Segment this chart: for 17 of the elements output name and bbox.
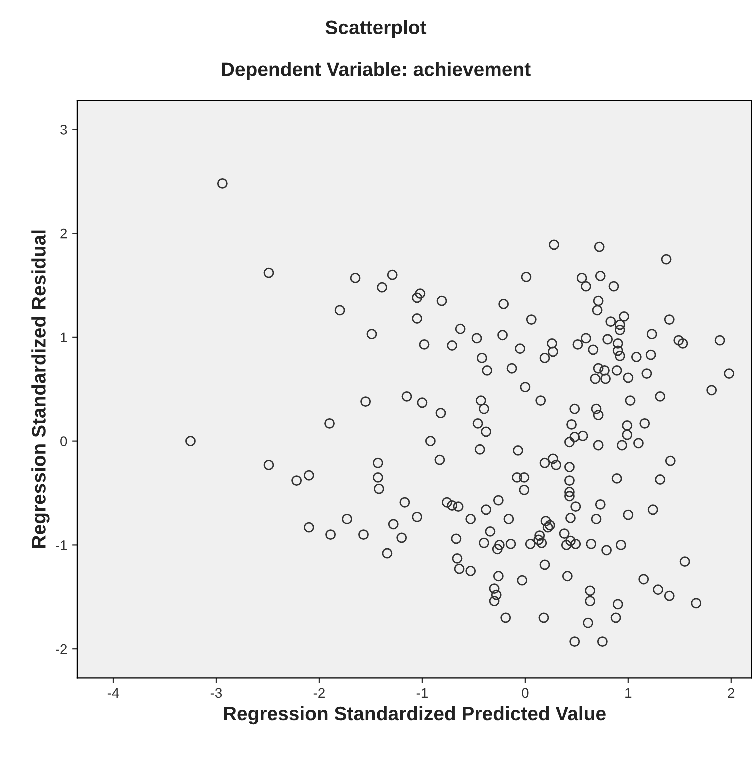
x-axis-title: Regression Standardized Predicted Value (224, 706, 606, 725)
chart-title: Scatterplot (326, 20, 427, 38)
x-tick-label: -2 (314, 688, 325, 698)
y-tick-label: 2 (60, 228, 68, 239)
y-tick-label: -2 (56, 644, 68, 654)
y-axis-title: Regression Standardized Residual (32, 230, 50, 548)
x-tick-label: 2 (728, 688, 735, 698)
y-tick-label: 3 (60, 125, 68, 135)
x-tick-label: -3 (210, 688, 222, 698)
x-tick-label: -4 (108, 688, 120, 698)
y-tick-label: 1 (61, 332, 68, 342)
y-tick-label: 0 (60, 436, 68, 446)
x-tick-label: 0 (522, 688, 529, 698)
x-tick-label: 1 (626, 688, 632, 698)
x-tick-label: -1 (416, 688, 428, 698)
chart-subtitle: Dependent Variable: achievement (222, 62, 531, 80)
y-tick-label: -1 (56, 540, 68, 550)
